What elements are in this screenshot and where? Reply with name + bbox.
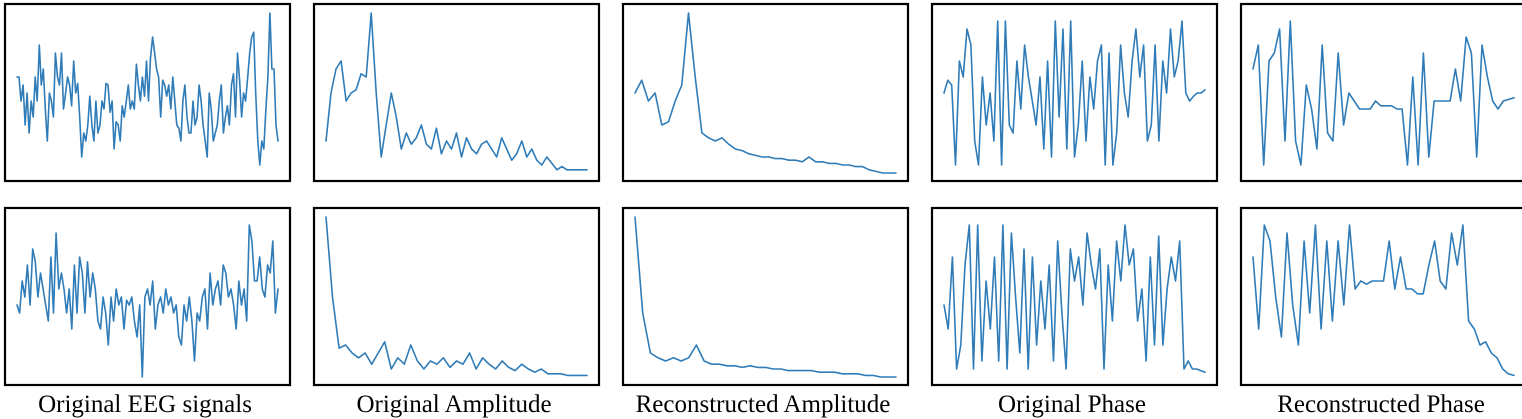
series-line-original-eeg-signals-row2 — [16, 224, 279, 378]
series-line-original-amplitude-row2 — [325, 216, 588, 377]
series-line-original-phase-row1 — [943, 20, 1206, 166]
caption-original-phase: Original Phase — [998, 391, 1146, 418]
panel-frame — [621, 206, 910, 387]
panel-reconstructed-amplitude-row1 — [621, 2, 910, 183]
panel-original-phase-row2 — [930, 206, 1219, 387]
series-line-reconstructed-amplitude-row2 — [634, 216, 897, 378]
series-line-original-amplitude-row1 — [325, 12, 588, 171]
panel-reconstructed-amplitude-row2 — [621, 206, 910, 387]
panel-frame — [621, 2, 910, 183]
chart-panels — [3, 2, 1522, 387]
series-line-reconstructed-phase-row1 — [1252, 20, 1515, 166]
panel-frame — [312, 2, 601, 183]
column-captions: Original EEG signals Original Amplitude … — [38, 391, 1485, 418]
panel-reconstructed-phase-row1 — [1239, 2, 1522, 183]
panel-original-phase-row1 — [930, 2, 1219, 183]
series-line-reconstructed-amplitude-row1 — [634, 12, 897, 174]
panel-original-eeg-signals-row1 — [3, 2, 292, 183]
caption-original-eeg-signals: Original EEG signals — [38, 391, 252, 418]
series-line-original-eeg-signals-row1 — [16, 12, 279, 166]
caption-reconstructed-phase: Reconstructed Phase — [1277, 391, 1485, 418]
panel-original-amplitude-row2 — [312, 206, 601, 387]
series-line-original-phase-row2 — [943, 224, 1206, 374]
panel-frame — [930, 206, 1219, 387]
panel-frame — [312, 206, 601, 387]
series-line-reconstructed-phase-row2 — [1252, 224, 1515, 377]
caption-original-amplitude: Original Amplitude — [356, 391, 551, 418]
panel-original-amplitude-row1 — [312, 2, 601, 183]
panel-reconstructed-phase-row2 — [1239, 206, 1522, 387]
panel-original-eeg-signals-row2 — [3, 206, 292, 387]
caption-reconstructed-amplitude: Reconstructed Amplitude — [636, 391, 891, 418]
